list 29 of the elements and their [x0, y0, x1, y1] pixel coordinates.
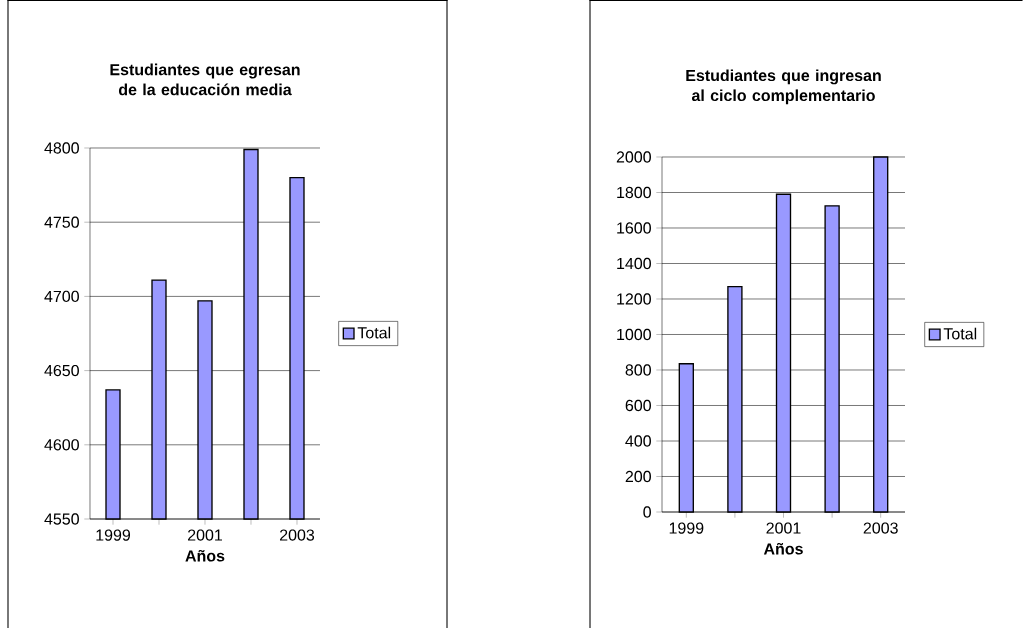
y-tick-label: 4800 [44, 142, 79, 154]
y-tick-label: 1400 [617, 257, 651, 270]
chart-title: Estudiantes que egresan de la educación media [110, 63, 300, 96]
x-axis-title: Años [185, 549, 225, 562]
y-tick-label: 200 [625, 470, 651, 483]
y-tick-label: 1000 [617, 328, 651, 341]
x-tick-label: 2001 [187, 529, 222, 541]
x-tick-label: 2003 [863, 522, 898, 534]
x-axis-title: Años [763, 542, 803, 555]
y-tick-label: 2000 [616, 151, 651, 163]
y-tick-label: 600 [625, 399, 651, 412]
y-tick-label: 4750 [44, 216, 79, 228]
y-tick-label: 0 [643, 506, 651, 518]
y-tick-label: 1800 [617, 186, 651, 199]
legend-label: Total [943, 327, 977, 340]
x-tick-label: 2003 [279, 529, 315, 541]
y-tick-label: 4550 [44, 513, 79, 525]
y-tick-label: 1200 [617, 293, 651, 305]
y-tick-label: 4700 [44, 290, 79, 303]
y-tick-label: 1600 [617, 222, 651, 234]
y-tick-label: 4650 [44, 364, 79, 377]
y-tick-label: 800 [625, 364, 651, 376]
legend-label: Total [357, 326, 391, 339]
x-tick-label: 1999 [96, 529, 131, 541]
chart-title: Estudiantes que ingresan al ciclo complementario [686, 69, 881, 105]
x-tick-label: 1999 [669, 522, 704, 534]
y-tick-label: 4600 [44, 439, 79, 451]
y-tick-label: 400 [625, 435, 651, 447]
x-tick-label: 2001 [766, 522, 801, 534]
